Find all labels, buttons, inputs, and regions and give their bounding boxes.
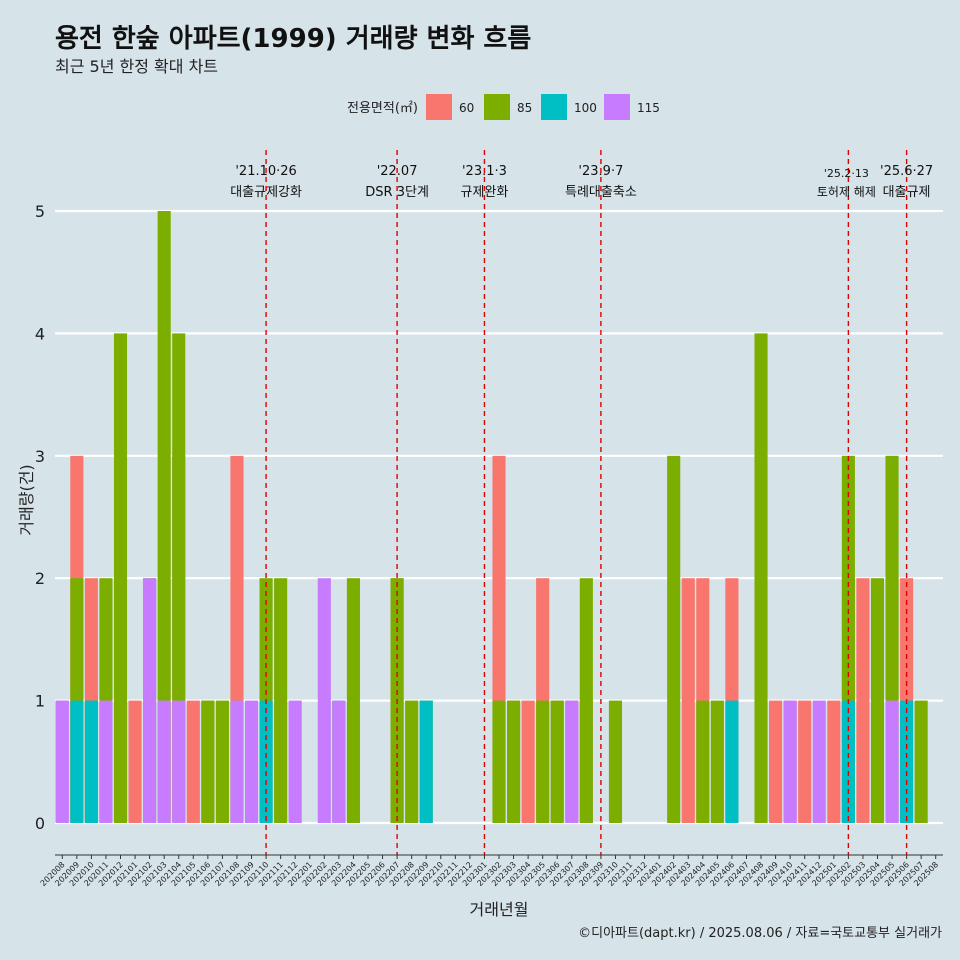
bar-segment	[798, 700, 812, 823]
bar-segment	[186, 700, 200, 823]
axes: 0123452020082020092020102020112020122021…	[17, 202, 943, 919]
bar-segment	[419, 700, 433, 823]
bar-segment	[827, 700, 841, 823]
legend-swatch	[484, 94, 510, 120]
bar-segment	[579, 578, 593, 823]
event-date: '21.10·26	[235, 164, 296, 179]
y-tick-label: 0	[35, 814, 45, 833]
bar-segment	[317, 578, 331, 823]
bar-segment	[900, 700, 914, 823]
bar-segment	[346, 578, 360, 823]
y-tick-label: 3	[35, 447, 45, 466]
event-date: '25.2·13	[824, 167, 869, 180]
event-label: 규제완화	[461, 185, 509, 200]
event-label: 토허제 해제	[817, 185, 876, 199]
bar-segment	[769, 700, 783, 823]
bar-segment	[710, 700, 724, 823]
bar-segment	[172, 700, 186, 823]
event-date: '23.9·7	[578, 164, 623, 179]
y-axis-title: 거래량(건)	[17, 464, 36, 535]
bar-segment	[244, 700, 259, 823]
bar-segment	[725, 700, 739, 823]
bar-segment	[667, 455, 681, 823]
bar-segment	[841, 700, 855, 823]
legend-label: 115	[637, 101, 660, 115]
event-date: '25.6·27	[880, 164, 933, 179]
legend-title: 전용면적(㎡)	[347, 101, 418, 116]
y-tick-label: 5	[35, 202, 45, 221]
legend-swatch	[541, 94, 567, 120]
legend-swatch	[604, 94, 630, 120]
bar-segment	[565, 700, 579, 823]
bar-segment	[259, 700, 273, 823]
event-date: '23.1·3	[462, 164, 507, 179]
x-axis-title: 거래년월	[470, 900, 529, 919]
bar-segment	[914, 700, 928, 823]
bar-segment	[55, 700, 69, 823]
bar-segment	[288, 700, 302, 823]
bar-segment	[856, 578, 870, 823]
bar-segment	[885, 700, 899, 823]
y-tick-label: 2	[35, 569, 45, 588]
bar-segment	[812, 700, 826, 823]
legend-label: 60	[459, 101, 474, 115]
bar-segment	[274, 578, 288, 823]
bar-segment	[128, 700, 142, 823]
event-label: 대출규제강화	[230, 185, 302, 200]
event-date: '22.07	[377, 164, 418, 179]
bar-segment	[492, 700, 506, 823]
bar-segment	[550, 700, 564, 823]
chart-title: 용전 한숲 아파트(1999) 거래량 변화 흐름	[55, 24, 532, 54]
bar-segment	[608, 700, 623, 823]
bar-segment	[84, 700, 98, 823]
event-annotations: '21.10·26 대출규제강화 '22.07 DSR 3단계 '23.1·3 규제완화 '…	[230, 150, 933, 855]
bar-segment	[521, 700, 535, 823]
legend: 전용면적(㎡) 60 85 100 115	[347, 94, 660, 120]
bar-segment	[113, 333, 128, 823]
legend-label: 85	[517, 101, 532, 115]
legend-swatch	[426, 94, 452, 120]
bar-segment	[507, 700, 521, 823]
bar-segment	[201, 700, 215, 823]
bar-segment	[70, 700, 84, 823]
y-tick-label: 1	[35, 692, 45, 711]
bars	[55, 211, 928, 823]
bar-segment	[783, 700, 797, 823]
bar-segment	[536, 700, 550, 823]
bar-segment	[870, 578, 885, 823]
bar-segment	[143, 578, 157, 823]
bar-segment	[157, 211, 171, 823]
bar-segment	[99, 700, 113, 823]
bar-segment	[681, 578, 695, 823]
bar-segment	[754, 333, 768, 823]
bar-segment	[696, 700, 710, 823]
source-caption: ©디아파트(dapt.kr) / 2025.08.06 / 자료=국토교통부 실…	[578, 926, 942, 941]
bar-segment	[157, 700, 171, 823]
event-label: 대출규제	[883, 185, 931, 200]
event-label: 특례대출축소	[565, 185, 637, 200]
event-label: DSR 3단계	[365, 185, 429, 200]
legend-label: 100	[574, 101, 597, 115]
bar-segment	[230, 700, 244, 823]
bar-segment	[332, 700, 346, 823]
bar-segment	[215, 700, 229, 823]
chart-subtitle: 최근 5년 한정 확대 차트	[55, 57, 219, 76]
y-tick-label: 4	[35, 324, 45, 343]
bar-segment	[405, 700, 419, 823]
